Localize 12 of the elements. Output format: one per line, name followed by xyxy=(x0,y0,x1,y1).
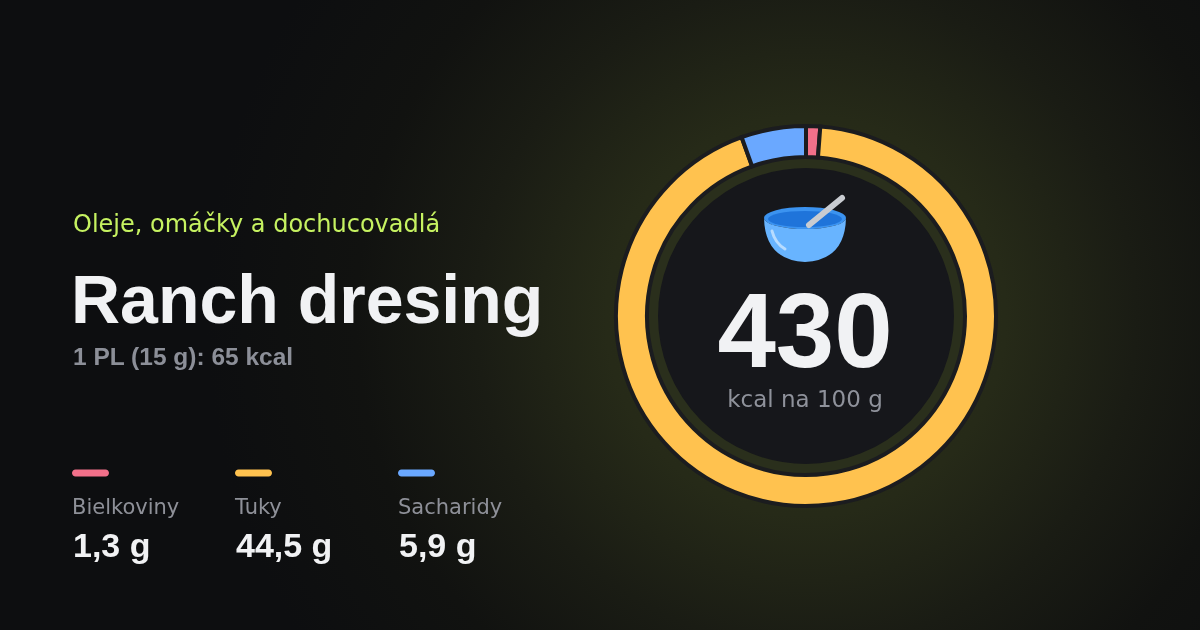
donut-slice xyxy=(614,124,998,508)
text: Oleje, omáčky a dochucovadlá xyxy=(73,210,441,238)
text: kcal na 100 g xyxy=(727,386,883,412)
text: 430 xyxy=(717,272,893,389)
legend-label: Tuky xyxy=(234,495,282,519)
legend-label: Bielkoviny xyxy=(72,495,180,519)
text: 1,3 g xyxy=(73,526,151,564)
text: 5,9 g xyxy=(399,526,477,564)
legend-label: Sacharidy xyxy=(398,495,503,519)
text: Ranch dresing xyxy=(71,261,544,337)
text: 44,5 g xyxy=(236,526,333,564)
text: 1 PL (15 g): 65 kcal xyxy=(73,343,294,370)
